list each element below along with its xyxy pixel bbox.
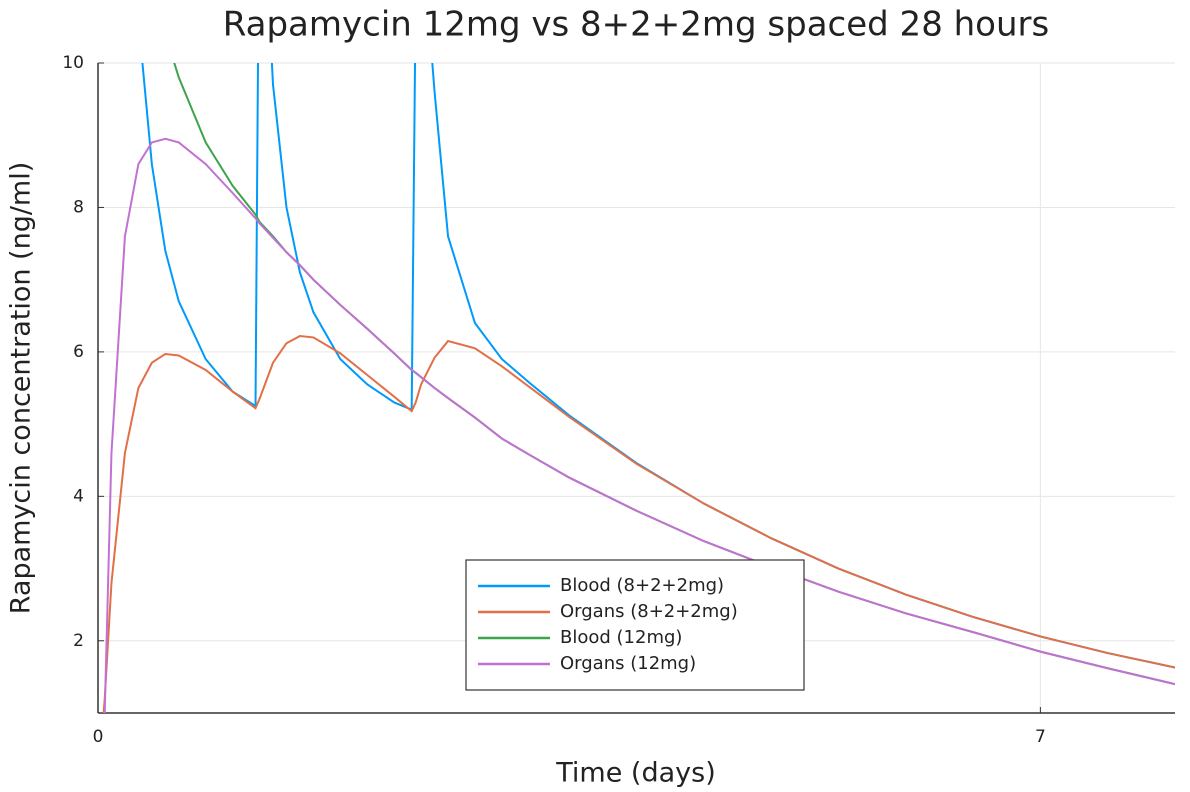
x-tick-label: 0 — [93, 727, 104, 747]
legend-label: Organs (12mg) — [560, 653, 696, 674]
legend-label: Organs (8+2+2mg) — [560, 601, 738, 622]
legend-box — [465, 559, 805, 691]
y-tick-label: 4 — [73, 486, 84, 506]
y-tick-label: 8 — [73, 197, 84, 217]
data-line — [102, 334, 1175, 713]
x-tick-label: 7 — [1035, 727, 1046, 747]
x-axis-label: Time (days) — [555, 758, 715, 789]
legend-label: Blood (12mg) — [560, 627, 682, 648]
y-tick-label: 2 — [73, 631, 84, 651]
legend-label: Blood (8+2+2mg) — [560, 575, 724, 596]
y-tick-label: 6 — [73, 342, 84, 362]
y-tick-label: 10 — [62, 53, 84, 73]
y-axis-label: Rapamycin concentration (ng/ml) — [6, 162, 37, 615]
legend: Blood (8+2+2mg) Organs (8+2+2mg) Blood (12… — [465, 559, 805, 691]
chart-title: Rapamycin 12mg vs 8+2+2mg spaced 28 hour… — [223, 5, 1049, 45]
